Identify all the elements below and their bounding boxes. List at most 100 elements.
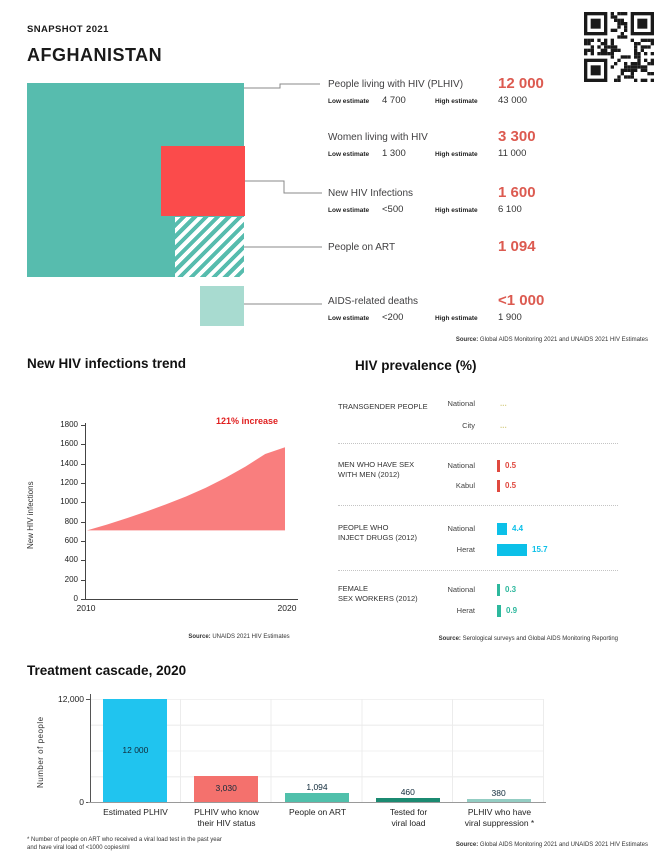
- stat-value: 1 094: [498, 238, 536, 255]
- qr-code: [584, 12, 654, 82]
- source-label: Source:: [455, 337, 479, 343]
- low-estimate-value: 1 300: [382, 148, 406, 159]
- high-estimate-label: High estimate: [435, 151, 478, 158]
- new-infections-square: [161, 146, 245, 216]
- cascade-footnote: * Number of people on ART who received a…: [27, 836, 222, 852]
- group-label-line: PEOPLE WHO: [338, 523, 389, 532]
- cascade-category: PLHIV who know their HIV status: [181, 807, 272, 828]
- group-label-pwid: PEOPLE WHO INJECT DRUGS (2012): [338, 523, 450, 543]
- cascade-bar-know-status: [194, 776, 259, 802]
- group-label-msm: MEN WHO HAVE SEX WITH MEN (2012): [338, 460, 450, 480]
- trend-x-tick-2020: 2020: [277, 603, 297, 613]
- low-estimate-label: Low estimate: [328, 315, 370, 322]
- trend-annotation: 121% increase: [215, 416, 278, 426]
- bar-value: 3,030: [215, 783, 237, 793]
- source-text: UNAIDS 2021 HIV Estimates: [210, 634, 290, 640]
- snapshot-label: SNAPSHOT 2021: [27, 24, 109, 35]
- cascade-category: Estimated PLHIV: [90, 807, 181, 818]
- category-line: People on ART: [288, 807, 347, 817]
- prevalence-value: 0.3: [505, 585, 517, 594]
- trend-y-axis-label: New HIV infections: [26, 481, 35, 549]
- cascade-bar-viral-load-tested: [375, 798, 440, 802]
- prevalence-value: 0.9: [506, 606, 518, 615]
- cascade-plot-area: 12 000 3,030 1,094 460 380: [90, 699, 544, 802]
- low-estimate-value: <500: [382, 204, 404, 215]
- stat-plhiv: People living with HIV (PLHIV) 12 000 Lo…: [325, 75, 655, 113]
- high-estimate-value: 6 100: [498, 204, 522, 215]
- loc-label: National: [447, 585, 475, 594]
- footnote-line: and have viral load of <1000 copies/ml: [27, 845, 130, 851]
- loc-label: National: [447, 461, 475, 470]
- low-estimate-value: <200: [382, 312, 404, 323]
- loc-label: City: [462, 421, 475, 430]
- category-line: viral suppression *: [464, 817, 535, 828]
- trend-area-chart: [87, 447, 285, 531]
- footnote-line: * Number of people on ART who received a…: [27, 837, 222, 843]
- tick-mark: [86, 699, 90, 700]
- stat-women: Women living with HIV 3 300 Low estimate…: [325, 128, 655, 166]
- separator: [338, 443, 618, 444]
- cascade-category: Tested for viral load: [363, 807, 454, 828]
- high-estimate-label: High estimate: [435, 207, 478, 214]
- prevalence-bar: [497, 544, 527, 556]
- category-line: PLHIV who have: [467, 807, 532, 817]
- loc-label: National: [447, 399, 475, 408]
- group-label-line: WITH MEN (2012): [338, 470, 400, 479]
- source-label: Source:: [438, 636, 461, 642]
- cascade-x-axis: [88, 802, 546, 803]
- bar-value: 380: [491, 788, 506, 798]
- low-estimate-label: Low estimate: [328, 151, 370, 158]
- stat-value: 12 000: [498, 75, 544, 92]
- group-label-line: FEMALE: [338, 584, 369, 593]
- prevalence-title: HIV prevalence (%): [355, 358, 477, 373]
- trend-x-axis: [85, 599, 298, 600]
- source-text: Global AIDS Monitoring 2021 and UNAIDS 2…: [478, 337, 648, 343]
- separator: [338, 505, 618, 506]
- cascade-source: Source: Global AIDS Monitoring 2021 and …: [300, 842, 648, 848]
- prevalence-value: ...: [500, 421, 507, 430]
- group-label-fsw: FEMALE SEX WORKERS (2012): [338, 584, 450, 604]
- stat-art: People on ART 1 094: [325, 238, 655, 276]
- prevalence-bar: [497, 584, 500, 596]
- people-on-art-hatched-square: [175, 217, 244, 277]
- group-label-transgender: TRANSGENDER PEOPLE: [338, 402, 450, 412]
- cascade-title: Treatment cascade, 2020: [27, 663, 187, 678]
- high-estimate-value: 11 000: [498, 148, 527, 159]
- prevalence-bar: [497, 605, 501, 617]
- stat-value: <1 000: [498, 292, 545, 309]
- bar-value: 460: [400, 787, 415, 797]
- category-line: their HIV status: [197, 817, 256, 828]
- aids-deaths-square: [200, 286, 244, 326]
- trend-y-axis: [85, 423, 86, 600]
- cascade-y-axis: [90, 694, 91, 803]
- separator: [338, 570, 618, 571]
- key-stats-source: Source: Global AIDS Monitoring 2021 and …: [320, 337, 648, 343]
- high-estimate-value: 43 000: [498, 95, 528, 106]
- cascade-y-axis-label: Number of people: [36, 716, 45, 788]
- trend-source: Source: UNAIDS 2021 HIV Estimates: [164, 634, 314, 640]
- cascade-y-tick: 0: [79, 797, 84, 807]
- loc-label: National: [447, 524, 475, 533]
- cascade-y-tick: 12,000: [58, 694, 84, 704]
- page-title: AFGHANISTAN: [27, 45, 163, 65]
- stat-label: AIDS-related deaths: [328, 296, 419, 307]
- stat-label: Women living with HIV: [328, 132, 428, 143]
- trend-chart-title: New HIV infections trend: [27, 356, 187, 371]
- loc-label: Herat: [456, 545, 475, 554]
- trend-x-tick-2010: 2010: [76, 603, 96, 613]
- group-label-line: INJECT DRUGS (2012): [338, 533, 418, 542]
- group-label-line: SEX WORKERS (2012): [338, 594, 418, 603]
- category-line: Estimated PLHIV: [103, 807, 168, 817]
- prevalence-bar: [497, 523, 507, 535]
- prevalence-value: 15.7: [532, 545, 548, 554]
- stat-label: People on ART: [328, 242, 396, 253]
- source-text: Serological surveys and Global AIDS Moni…: [460, 636, 618, 642]
- prevalence-source: Source: Serological surveys and Global A…: [344, 636, 618, 642]
- category-line: Tested for: [389, 807, 428, 817]
- prevalence-value: 4.4: [512, 524, 524, 533]
- group-label-line: TRANSGENDER PEOPLE: [338, 402, 428, 411]
- loc-label: Herat: [456, 606, 475, 615]
- source-text: Global AIDS Monitoring 2021 and UNAIDS 2…: [478, 842, 648, 848]
- cascade-bar-on-art: [285, 793, 349, 802]
- prevalence-value: ...: [500, 399, 507, 408]
